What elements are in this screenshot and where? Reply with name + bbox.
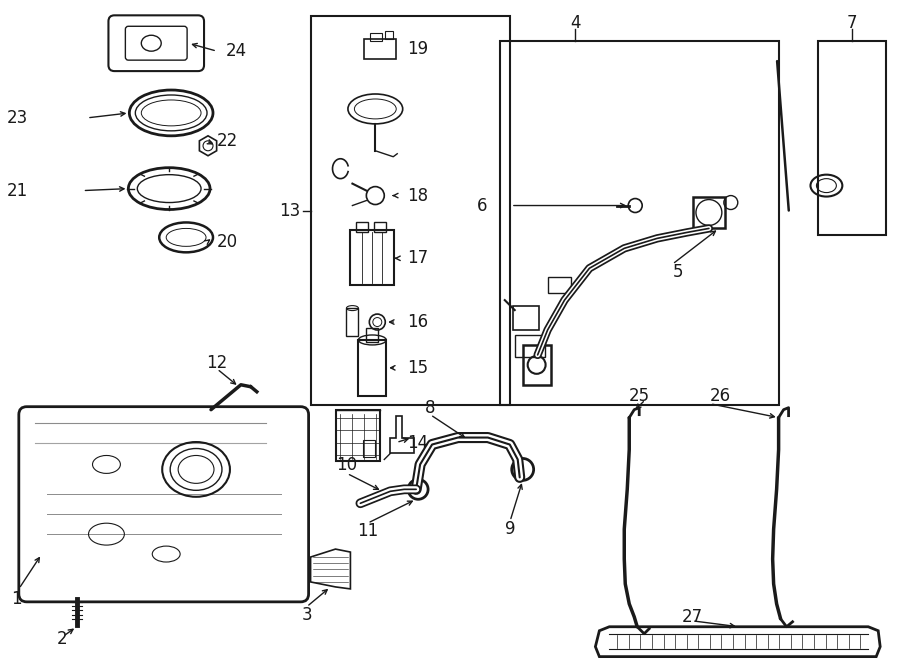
Text: 9: 9 [505, 520, 516, 538]
Text: 24: 24 [226, 42, 248, 60]
Text: 1: 1 [12, 590, 22, 608]
Text: 26: 26 [710, 387, 731, 405]
Text: 27: 27 [681, 608, 703, 626]
Bar [523, 345, 551, 385]
Text: 18: 18 [407, 186, 428, 204]
Text: 7: 7 [847, 15, 858, 32]
Text: 17: 17 [407, 249, 428, 267]
Text: 16: 16 [407, 313, 428, 331]
Text: 8: 8 [425, 399, 436, 416]
Text: 10: 10 [337, 457, 357, 475]
Bar [513, 306, 538, 330]
Bar [515, 335, 544, 357]
Text: 3: 3 [302, 605, 312, 624]
Bar [366, 328, 378, 342]
Bar [356, 223, 368, 233]
Text: 2: 2 [57, 630, 68, 648]
Text: 25: 25 [629, 387, 651, 405]
Bar [364, 39, 396, 59]
Bar [358, 340, 386, 396]
Text: 13: 13 [279, 202, 301, 219]
Bar [547, 277, 572, 293]
Text: 12: 12 [206, 354, 228, 372]
Text: 22: 22 [217, 132, 239, 150]
Text: 20: 20 [217, 233, 239, 251]
Bar [310, 17, 509, 405]
Text: 11: 11 [357, 522, 378, 540]
Text: 21: 21 [6, 182, 28, 200]
Text: 4: 4 [571, 15, 580, 32]
Text: 6: 6 [477, 196, 488, 215]
Bar [370, 33, 382, 41]
Text: 5: 5 [672, 263, 683, 281]
Text: 14: 14 [407, 434, 428, 451]
Bar [385, 31, 393, 39]
Text: 19: 19 [407, 40, 428, 58]
Bar [500, 41, 778, 405]
Bar [693, 196, 724, 229]
Text: 23: 23 [6, 109, 28, 127]
Bar [818, 41, 886, 235]
Text: 15: 15 [407, 359, 428, 377]
Bar [337, 410, 381, 461]
Bar [346, 308, 358, 336]
Bar [374, 223, 386, 233]
Bar [364, 440, 375, 457]
Bar [350, 231, 394, 285]
